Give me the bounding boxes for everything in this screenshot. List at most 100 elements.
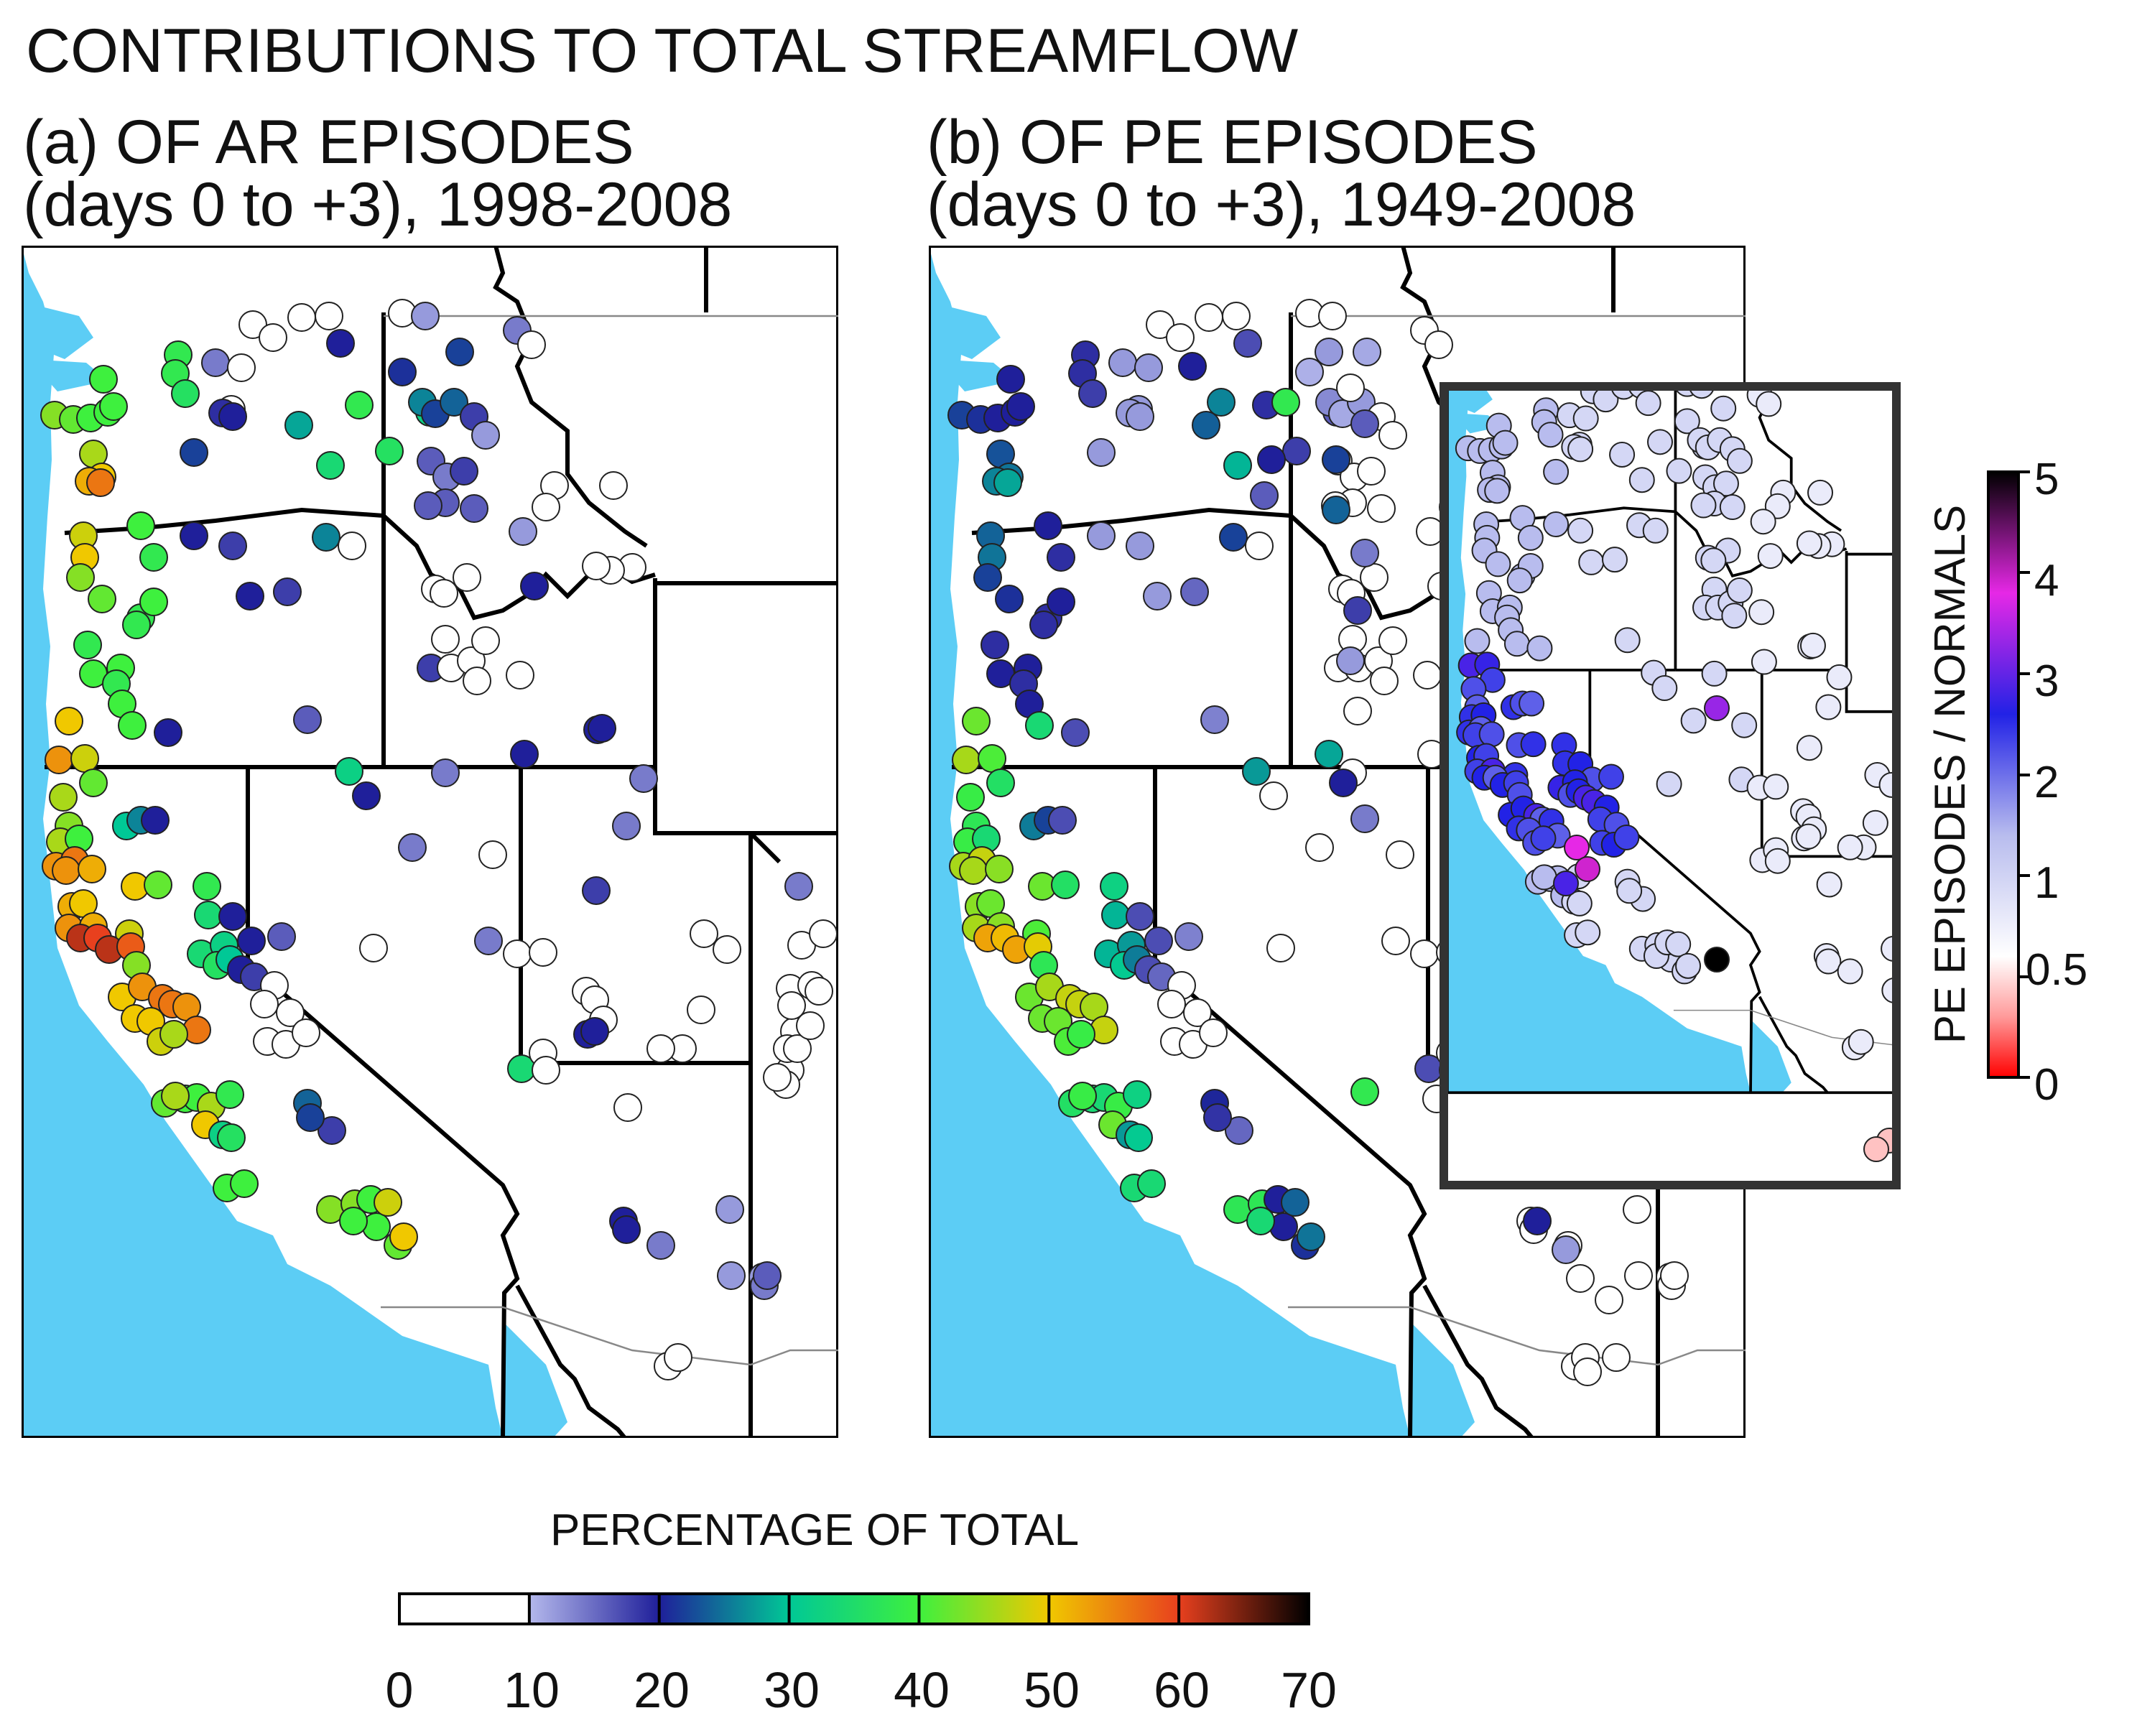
station-marker <box>1295 358 1324 386</box>
station-marker <box>161 1082 190 1110</box>
station-marker <box>646 1231 675 1260</box>
inset-station-marker <box>1748 599 1775 626</box>
station-marker <box>431 625 460 654</box>
station-marker <box>215 1080 244 1109</box>
station-marker <box>509 517 537 546</box>
inset-station-marker <box>1680 707 1707 734</box>
station-marker <box>1195 303 1223 332</box>
inset-station-marker <box>1815 694 1842 720</box>
station-marker <box>1101 901 1130 929</box>
station-marker <box>317 1116 346 1145</box>
station-marker <box>1203 1103 1232 1132</box>
station-marker <box>1126 902 1154 931</box>
inset-station-marker <box>1537 422 1564 448</box>
inset-station-marker <box>1721 603 1748 629</box>
inset-station-marker <box>1543 511 1570 537</box>
station-marker <box>612 1215 641 1244</box>
inset-station-marker <box>1566 890 1593 916</box>
bottom-colorbar <box>398 1592 1310 1625</box>
inset-station-marker <box>1750 509 1776 535</box>
station-marker <box>1047 588 1075 616</box>
panel-a-label-line2: (days 0 to +3), 1998-2008 <box>23 170 733 239</box>
station-marker <box>809 919 838 948</box>
station-marker <box>66 563 95 592</box>
station-marker <box>445 338 474 366</box>
station-marker <box>45 746 73 774</box>
station-marker <box>70 744 99 773</box>
station-marker <box>962 707 991 735</box>
station-marker <box>73 631 102 659</box>
panel-a-label-line1: (a) OF AR EPISODES <box>23 108 634 177</box>
station-marker <box>580 1017 609 1046</box>
station-marker <box>453 563 481 592</box>
station-marker <box>430 579 458 608</box>
station-marker <box>180 521 208 550</box>
station-marker <box>1259 781 1288 810</box>
station-marker <box>312 523 340 552</box>
station-marker <box>1029 611 1058 639</box>
station-marker <box>375 437 404 465</box>
figure-title: CONTRIBUTIONS TO TOTAL STREAMFLOW <box>26 17 1299 85</box>
station-marker <box>474 927 503 955</box>
station-marker <box>510 740 539 769</box>
station-marker <box>88 585 116 613</box>
station-marker <box>180 438 208 467</box>
station-marker <box>1315 338 1343 366</box>
inset-station-marker <box>1690 492 1717 519</box>
station-marker <box>89 365 118 394</box>
station-marker <box>1047 543 1075 572</box>
station-marker <box>1257 445 1286 474</box>
station-marker <box>1199 1018 1228 1047</box>
station-marker <box>238 310 267 339</box>
station-marker <box>1144 927 1173 955</box>
station-marker <box>690 919 718 948</box>
station-marker <box>506 661 534 690</box>
station-marker <box>359 934 388 962</box>
station-marker <box>450 457 478 486</box>
station-marker <box>1178 352 1207 381</box>
station-marker <box>79 769 108 797</box>
station-marker <box>1336 646 1365 675</box>
inset-station-marker <box>1863 1136 1889 1162</box>
station-marker <box>1061 718 1090 747</box>
station-marker <box>273 577 302 606</box>
station-marker <box>529 938 557 967</box>
bottom-tick-label: 30 <box>764 1662 820 1718</box>
station-marker <box>1350 1077 1379 1106</box>
station-marker <box>783 1034 812 1063</box>
station-marker <box>315 302 343 330</box>
station-marker <box>276 998 305 1027</box>
station-marker <box>411 302 440 330</box>
station-marker <box>478 840 507 869</box>
inset-station-marker <box>1675 952 1702 979</box>
station-marker <box>293 705 322 734</box>
station-marker <box>296 1103 325 1132</box>
inset-station-marker <box>1704 947 1730 973</box>
station-marker <box>316 451 345 480</box>
station-marker <box>414 491 442 520</box>
bottom-tick-label: 10 <box>504 1662 560 1718</box>
inset-station-marker <box>1484 478 1511 504</box>
station-marker <box>973 563 1002 592</box>
station-marker <box>236 582 264 611</box>
inset-station-marker <box>1478 721 1505 748</box>
station-marker <box>86 468 115 497</box>
station-marker <box>144 871 172 899</box>
station-marker <box>1595 1286 1623 1314</box>
station-marker <box>1025 711 1054 740</box>
station-marker <box>1322 496 1350 524</box>
station-marker <box>1100 872 1128 901</box>
inset-station-marker <box>1526 635 1553 662</box>
station-marker <box>1350 409 1379 438</box>
station-marker <box>1271 388 1300 417</box>
inset-stations <box>1455 386 1896 1162</box>
station-marker <box>1222 302 1251 330</box>
station-marker <box>1282 437 1311 465</box>
station-marker <box>1180 577 1209 606</box>
station-marker <box>1006 392 1035 421</box>
station-marker <box>753 1261 782 1290</box>
station-marker <box>1246 1207 1275 1235</box>
bottom-tick-label: 0 <box>385 1662 414 1718</box>
inset-station-marker <box>1710 395 1737 422</box>
